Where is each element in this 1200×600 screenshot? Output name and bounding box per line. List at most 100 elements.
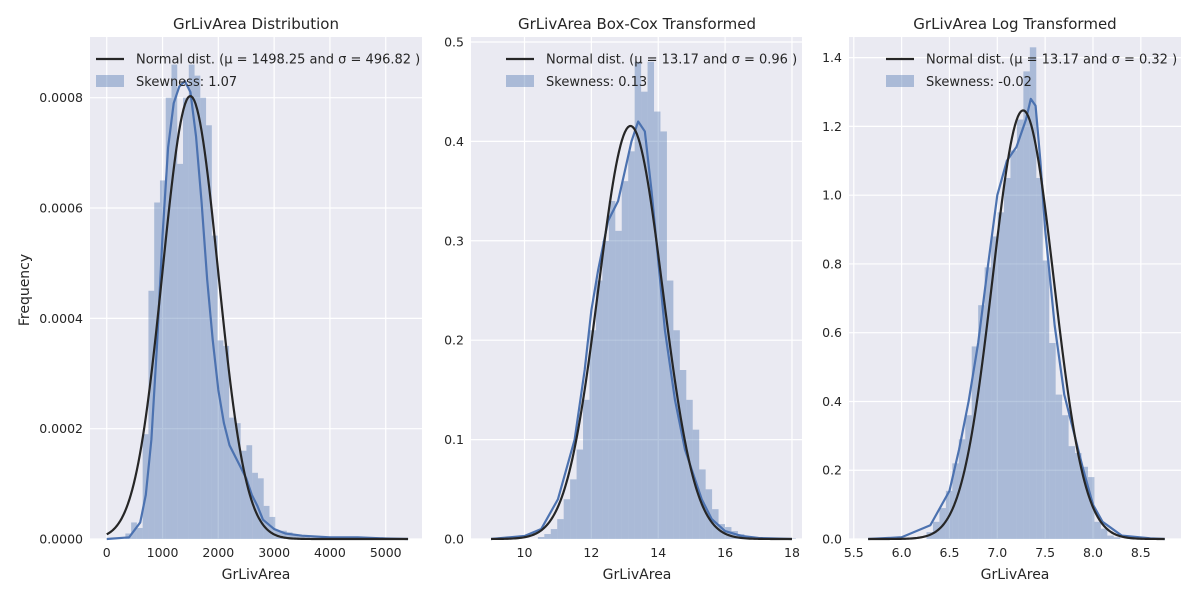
distribution-x-tick-label: 5000 — [370, 545, 402, 560]
distribution-hist-bar — [218, 340, 224, 539]
distribution-y-tick-label: 0.0002 — [39, 421, 83, 436]
log-hist-bar — [1101, 529, 1107, 539]
boxcox-hist-bar — [564, 499, 570, 539]
boxcox-hist-bar — [589, 330, 595, 539]
log-hist-bar — [1036, 178, 1042, 539]
boxcox-y-tick-label: 0.5 — [444, 34, 464, 49]
boxcox-hist-bar — [544, 534, 550, 539]
distribution-y-tick-label: 0.0006 — [39, 201, 83, 216]
boxcox-y-tick-label: 0.4 — [444, 134, 464, 149]
boxcox-legend-skew-label: Skewness: 0.13 — [546, 75, 647, 90]
distribution-hist-bar — [171, 65, 177, 539]
distribution-hist-bar — [229, 418, 235, 539]
distribution-x-tick-label: 0 — [103, 545, 111, 560]
boxcox-hist-bar — [609, 201, 615, 539]
log-x-tick-label: 6.0 — [892, 545, 912, 560]
boxcox-hist-bar — [673, 330, 679, 539]
distribution-x-tick-label: 4000 — [314, 545, 346, 560]
log-hist-bar — [1049, 343, 1055, 539]
distribution-legend-hist-swatch — [96, 75, 124, 87]
boxcox-hist-bar — [680, 370, 686, 539]
panel-distribution: 0 1000 2000 3000 4000 5000 0.0000 0.0002 0.0004 0… — [39, 37, 422, 560]
panel-distribution-title: GrLivArea Distribution — [173, 15, 339, 33]
log-x-tick-label: 8.0 — [1083, 545, 1103, 560]
panel-boxcox-title: GrLivArea Box-Cox Transformed — [518, 15, 756, 33]
panel-boxcox-xlabel: GrLivArea — [603, 567, 672, 583]
log-y-tick-label: 1.4 — [822, 50, 842, 65]
log-hist-bar — [1010, 150, 1016, 539]
boxcox-hist-bar — [667, 281, 673, 539]
boxcox-y-tick-label: 0.2 — [444, 333, 464, 348]
log-hist-bar — [1004, 178, 1010, 539]
distribution-legend-normal-label: Normal dist. (μ = 1498.25 and σ = 496.82… — [136, 53, 420, 68]
boxcox-hist-bar — [648, 62, 654, 539]
boxcox-legend-normal-label: Normal dist. (μ = 13.17 and σ = 0.96 ) — [546, 53, 797, 68]
distribution-hist-bar — [137, 528, 143, 539]
log-x-tick-label: 6.5 — [940, 545, 960, 560]
distribution-hist-bar — [200, 98, 206, 539]
panel-boxcox: 10 12 14 16 18 0.0 0.1 0.2 0.3 0.4 0.5 Normal dist.… — [444, 34, 802, 560]
log-x-tick-label: 7.0 — [987, 545, 1007, 560]
boxcox-y-tick-label: 0.0 — [444, 532, 464, 547]
log-hist-bar — [1056, 395, 1062, 539]
log-hist-bar — [1114, 537, 1120, 539]
boxcox-legend-hist-swatch — [506, 75, 534, 87]
log-hist-bar — [1069, 446, 1075, 539]
log-hist-bar — [1062, 415, 1068, 539]
boxcox-x-tick-label: 18 — [784, 545, 800, 560]
log-legend-normal-label: Normal dist. (μ = 13.17 and σ = 0.32 ) — [926, 53, 1177, 68]
boxcox-hist-bar — [570, 479, 576, 539]
log-hist-bar — [1107, 536, 1113, 539]
panel-log-xlabel: GrLivArea — [981, 567, 1050, 583]
boxcox-hist-bar — [596, 281, 602, 539]
y-axis-label: Frequency — [17, 254, 33, 326]
log-y-tick-label: 0.6 — [822, 325, 842, 340]
distribution-x-tick-label: 2000 — [202, 545, 234, 560]
log-hist-bar — [998, 212, 1004, 539]
boxcox-hist-bar — [615, 231, 621, 539]
distribution-hist-bar — [177, 164, 183, 539]
log-legend-skew-label: Skewness: -0.02 — [926, 75, 1032, 90]
log-x-tick-label: 8.5 — [1131, 545, 1151, 560]
boxcox-hist-bar — [654, 112, 660, 539]
log-hist-bar — [1023, 71, 1029, 539]
boxcox-hist-bar — [622, 181, 628, 539]
panel-log: 5.5 6.0 6.5 7.0 7.5 8.0 8.5 0.0 0.2 0.4 0.6 0.8 1.0 1… — [822, 37, 1181, 560]
log-x-tick-label: 5.5 — [844, 545, 864, 560]
boxcox-hist-bar — [583, 400, 589, 539]
boxcox-x-tick-label: 12 — [583, 545, 599, 560]
boxcox-hist-bar — [551, 529, 557, 539]
panel-distribution-xlabel: GrLivArea — [222, 567, 291, 583]
log-x-tick-label: 7.5 — [1035, 545, 1055, 560]
boxcox-hist-bar — [538, 537, 544, 539]
boxcox-hist-bar — [557, 519, 563, 539]
log-y-tick-label: 0.0 — [822, 532, 842, 547]
log-hist-bar — [1043, 260, 1049, 539]
log-legend-hist-swatch — [886, 75, 914, 87]
boxcox-x-tick-label: 10 — [517, 545, 533, 560]
boxcox-hist-bar — [628, 151, 634, 539]
boxcox-hist-bar — [602, 241, 608, 539]
distribution-y-tick-label: 0.0008 — [39, 90, 83, 105]
distribution-y-tick-label: 0.0004 — [39, 311, 83, 326]
boxcox-x-tick-label: 16 — [717, 545, 733, 560]
boxcox-y-tick-label: 0.1 — [444, 432, 464, 447]
log-y-tick-label: 0.8 — [822, 256, 842, 271]
panel-log-title: GrLivArea Log Transformed — [913, 15, 1116, 33]
distribution-hist-bar — [183, 98, 189, 539]
log-y-tick-label: 0.4 — [822, 394, 842, 409]
log-hist-bar — [1017, 120, 1023, 539]
distribution-plot-area — [90, 37, 422, 539]
distribution-hist-bar — [189, 65, 195, 539]
distribution-x-tick-label: 3000 — [258, 545, 290, 560]
distribution-y-tick-label: 0.0000 — [39, 532, 83, 547]
log-y-tick-label: 0.2 — [822, 463, 842, 478]
boxcox-y-tick-label: 0.3 — [444, 233, 464, 248]
distribution-legend-skew-label: Skewness: 1.07 — [136, 75, 237, 90]
boxcox-x-tick-label: 14 — [650, 545, 666, 560]
distribution-hist-bar — [212, 236, 218, 539]
log-y-tick-label: 1.0 — [822, 188, 842, 203]
boxcox-hist-bar — [577, 450, 583, 539]
distribution-x-tick-label: 1000 — [147, 545, 179, 560]
